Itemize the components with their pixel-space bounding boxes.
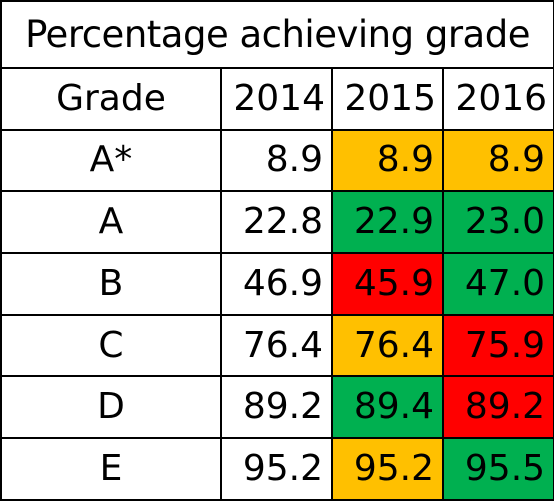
value-cell-2016: 95.5 bbox=[441, 437, 554, 501]
grade-label: C bbox=[0, 313, 222, 378]
table-row: A* 8.9 8.9 8.9 bbox=[0, 128, 554, 193]
grade-label: A* bbox=[0, 128, 222, 193]
value-cell-2014: 46.9 bbox=[220, 252, 333, 316]
table-row: E 95.2 95.2 95.5 bbox=[0, 437, 554, 501]
value-cell-2014: 22.8 bbox=[220, 190, 333, 255]
value-cell-2016: 89.2 bbox=[441, 375, 554, 440]
value-cell-2014: 76.4 bbox=[220, 313, 333, 378]
title-row: Percentage achieving grade bbox=[0, 0, 554, 69]
value-cell-2016: 75.9 bbox=[441, 313, 554, 378]
table-row: C 76.4 76.4 75.9 bbox=[0, 313, 554, 378]
grade-label: B bbox=[0, 252, 222, 316]
column-header-2015: 2015 bbox=[331, 66, 444, 131]
table-row: B 46.9 45.9 47.0 bbox=[0, 252, 554, 316]
value-cell-2016: 47.0 bbox=[441, 252, 554, 316]
table-title: Percentage achieving grade bbox=[0, 0, 554, 69]
value-cell-2015: 8.9 bbox=[331, 128, 444, 193]
value-cell-2014: 95.2 bbox=[220, 437, 333, 501]
header-row: Grade 2014 2015 2016 bbox=[0, 66, 554, 131]
value-cell-2014: 8.9 bbox=[220, 128, 333, 193]
value-cell-2015: 76.4 bbox=[331, 313, 444, 378]
value-cell-2016: 23.0 bbox=[441, 190, 554, 255]
column-header-2016: 2016 bbox=[441, 66, 554, 131]
grade-label: A bbox=[0, 190, 222, 255]
grade-label: D bbox=[0, 375, 222, 440]
column-header-grade: Grade bbox=[0, 66, 222, 131]
value-cell-2015: 89.4 bbox=[331, 375, 444, 440]
column-header-2014: 2014 bbox=[220, 66, 333, 131]
value-cell-2015: 45.9 bbox=[331, 252, 444, 316]
value-cell-2015: 95.2 bbox=[331, 437, 444, 501]
grade-label: E bbox=[0, 437, 222, 501]
value-cell-2015: 22.9 bbox=[331, 190, 444, 255]
table-row: D 89.2 89.4 89.2 bbox=[0, 375, 554, 440]
value-cell-2014: 89.2 bbox=[220, 375, 333, 440]
value-cell-2016: 8.9 bbox=[441, 128, 554, 193]
table-row: A 22.8 22.9 23.0 bbox=[0, 190, 554, 255]
